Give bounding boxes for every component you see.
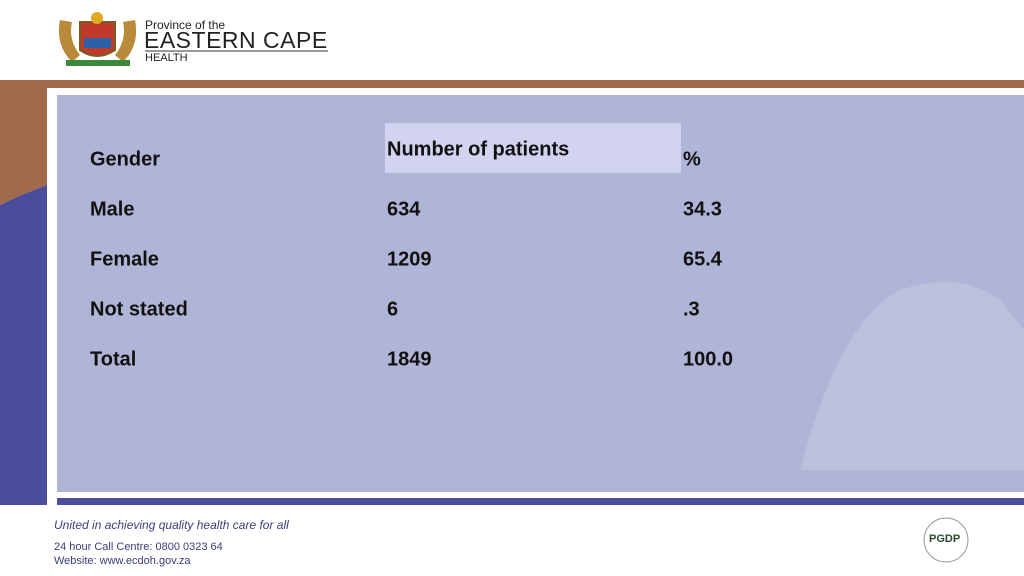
table-cell: 1209 [387, 248, 432, 271]
badge-text: PGDP [929, 533, 961, 545]
badge-ring [923, 517, 969, 563]
bottom-bar [57, 498, 1024, 505]
column-header: % [683, 148, 701, 171]
column-header: Number of patients [387, 138, 570, 161]
call-centre: 24 hour Call Centre: 0800 0323 64 [54, 541, 223, 553]
slogan: United in achieving quality health care … [54, 518, 289, 532]
province-name: EASTERN CAPE [144, 27, 328, 53]
table-cell: 1849 [387, 348, 432, 371]
department-text: HEALTH [145, 52, 188, 64]
website: Website: www.ecdoh.gov.za [54, 555, 191, 567]
logo [58, 12, 137, 66]
table-cell: .3 [683, 298, 700, 321]
table-cell: Female [90, 248, 159, 271]
left-brown-shape [0, 88, 47, 205]
table-cell: Male [90, 198, 135, 221]
table-cell: 65.4 [683, 248, 722, 271]
table-cell: Not stated [90, 298, 188, 321]
left-blue-shape [0, 185, 47, 505]
column-header: Gender [90, 148, 161, 171]
table-cell: 100.0 [683, 348, 734, 371]
table-cell: 34.3 [683, 198, 722, 221]
watermark [800, 282, 1024, 470]
table-cell: 634 [387, 198, 421, 221]
header-highlight [385, 123, 681, 173]
province-text: Province of the [145, 18, 226, 32]
table-cell: 6 [387, 298, 399, 321]
top-bar [0, 80, 1024, 88]
table-cell: Total [90, 348, 137, 371]
